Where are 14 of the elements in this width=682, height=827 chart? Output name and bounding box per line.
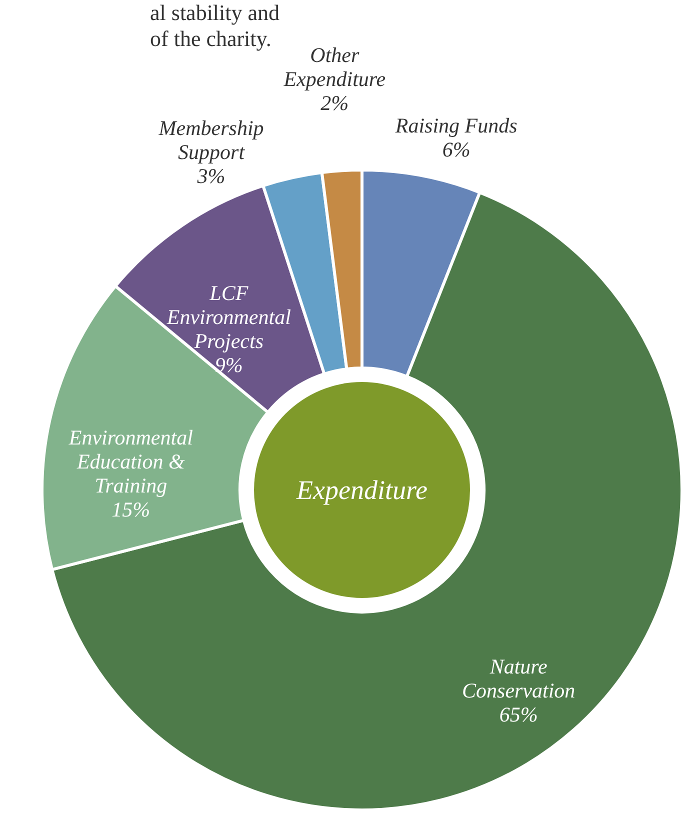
data-label: 9%: [214, 353, 243, 378]
text: al stability and: [150, 0, 280, 26]
slice-label: Raising Funds: [394, 114, 518, 138]
slice-label: LCF Environmental Projects: [166, 281, 292, 354]
slice-label: Nature Conservation: [462, 654, 576, 703]
slice-label: Membership Support: [158, 116, 264, 164]
data-label: 6%: [442, 138, 470, 162]
data-label: 3%: [196, 164, 226, 188]
data-label: 15%: [112, 497, 150, 522]
data-label: 65%: [499, 702, 538, 727]
slice-label: Environmental Education & Training: [68, 425, 194, 498]
text: of the charity.: [150, 26, 272, 52]
data-label: 2%: [320, 90, 349, 115]
slice-label: Other Expenditure: [282, 42, 386, 91]
